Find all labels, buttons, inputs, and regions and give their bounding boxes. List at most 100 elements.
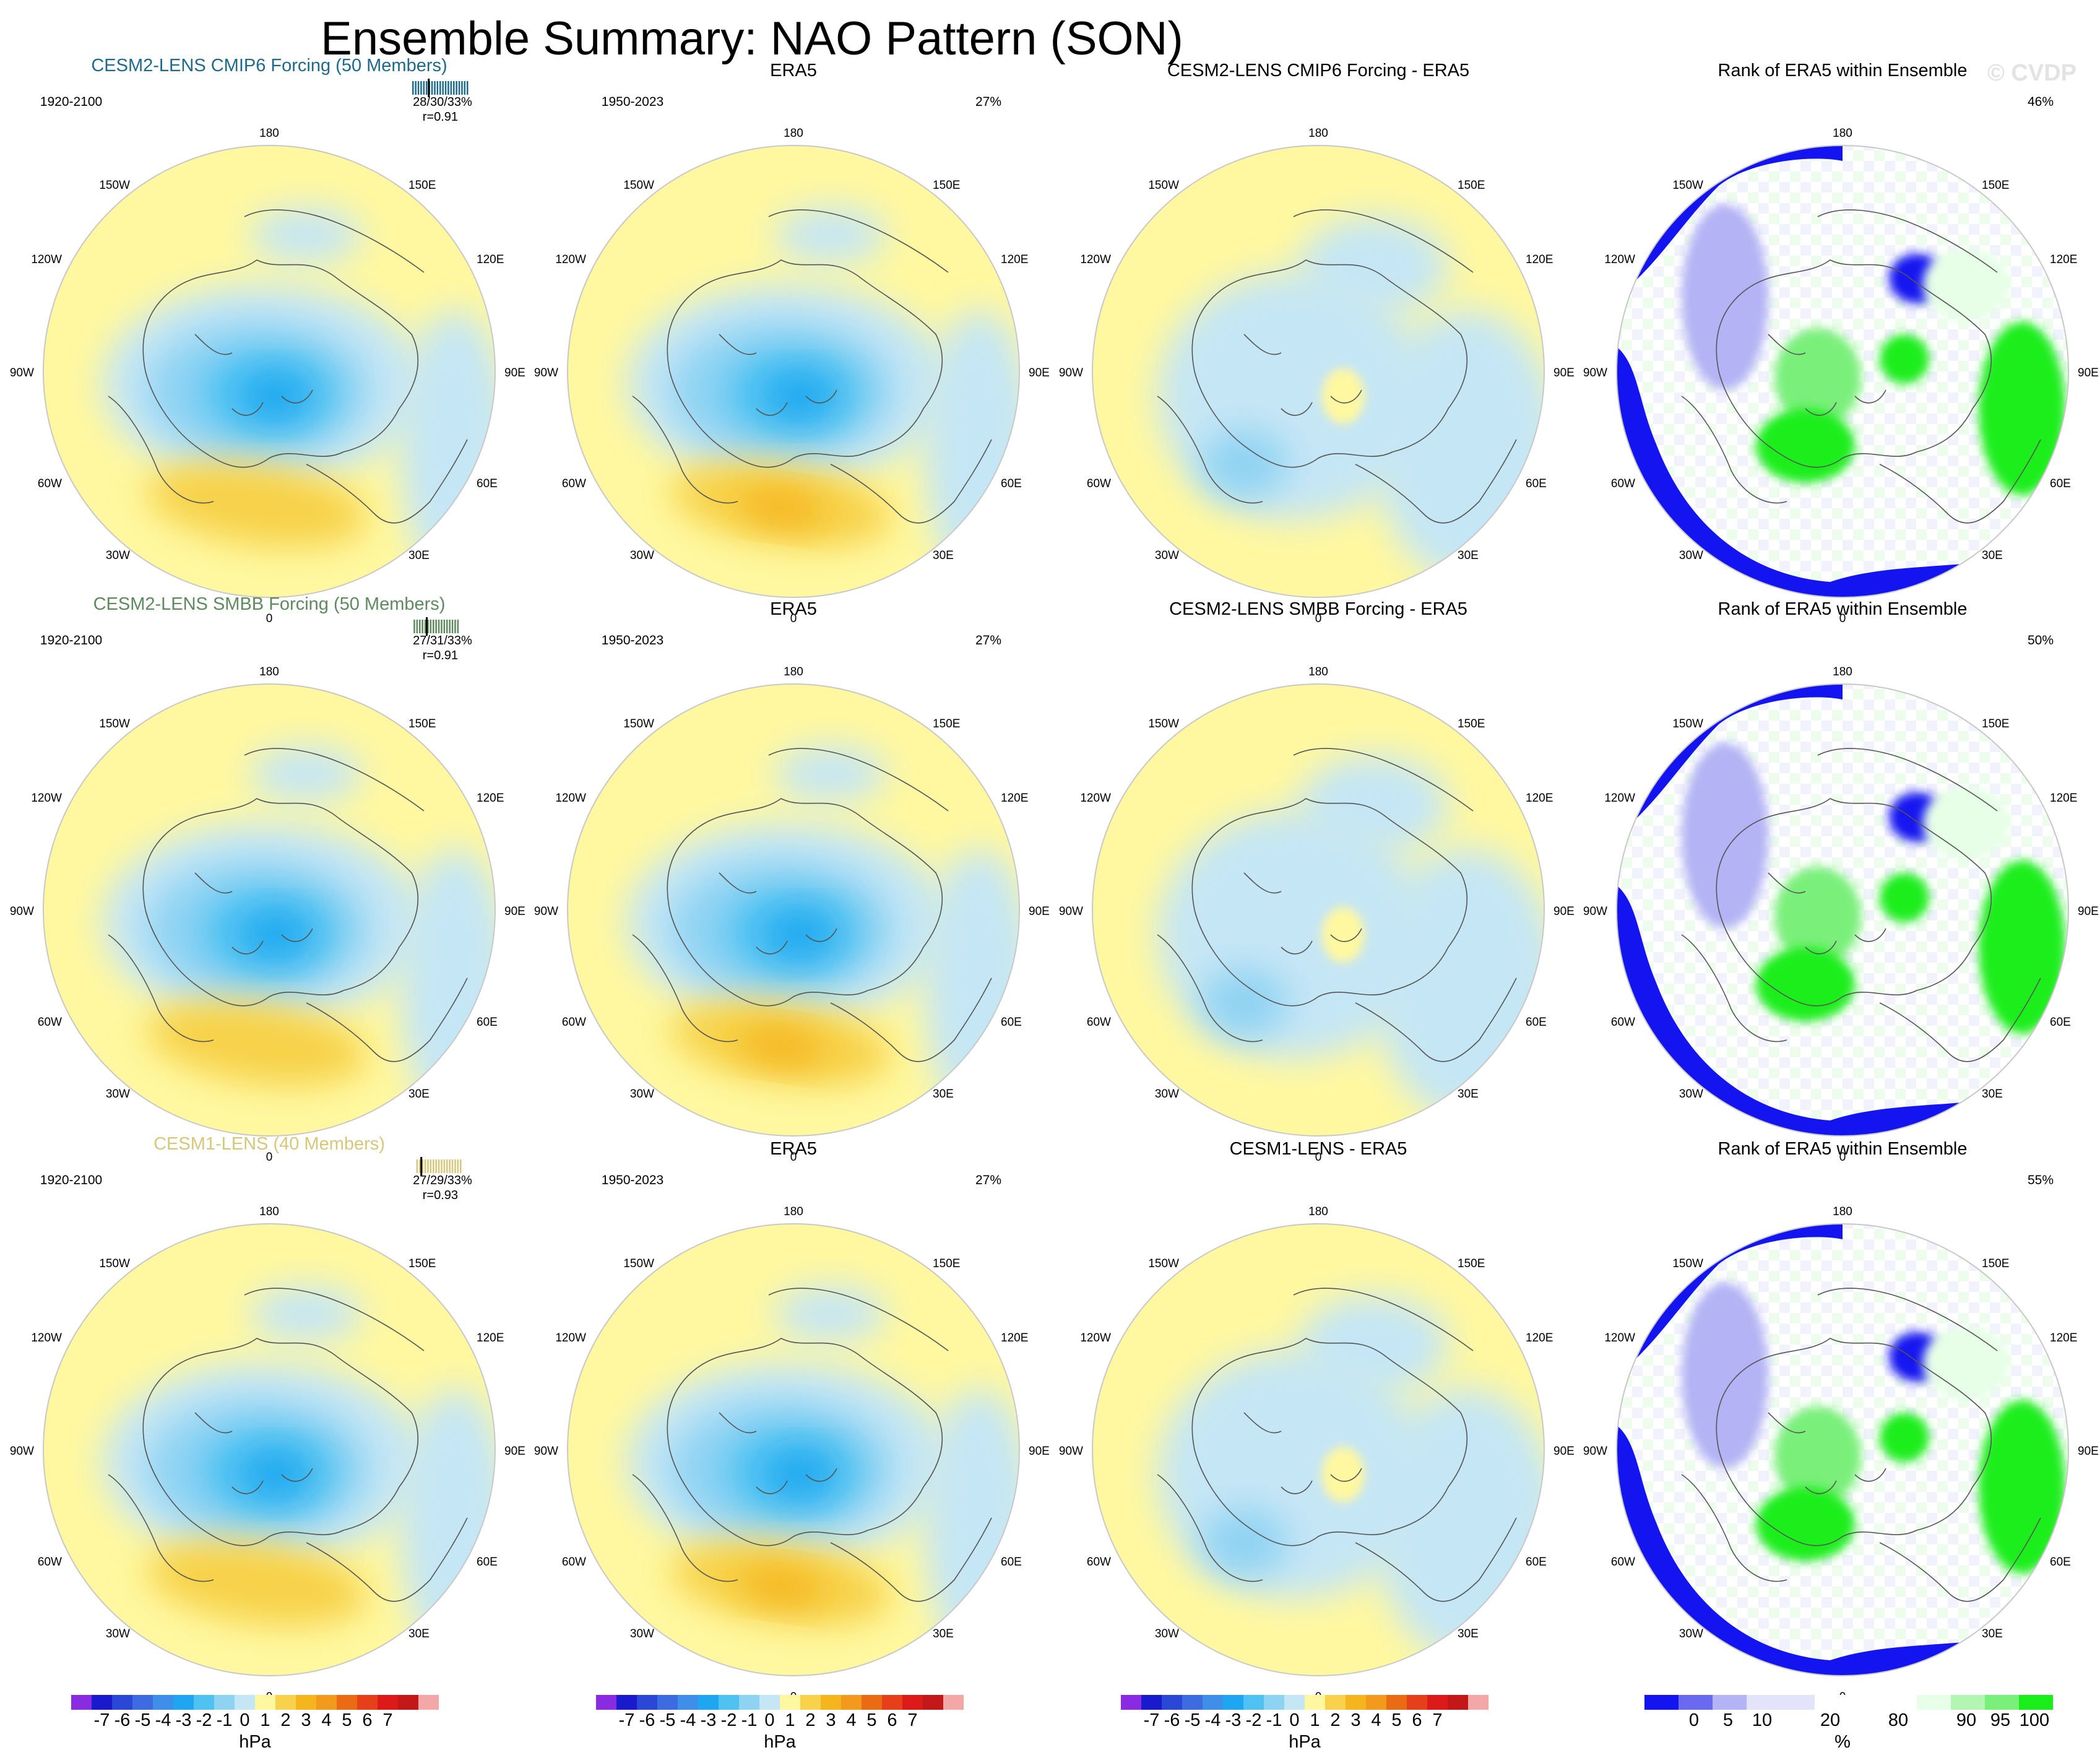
colorbar-label: 3 [826,1710,836,1730]
pattern-correlation-tick [419,620,421,633]
pattern-correlation-tick [421,620,423,633]
map-boundary [1616,145,2069,598]
colorbar-swatch [1917,1695,1951,1710]
lon-label-60e: 60E [1526,477,1547,490]
lon-label-150e: 150E [933,1257,960,1270]
low-rank-region [1617,1425,2068,1676]
colorbar-swatch [637,1695,657,1710]
lon-label-120e: 120E [477,253,504,266]
lon-label-120w: 120W [1604,792,1635,805]
lon-label-60w: 60W [562,477,586,490]
lon-label-150e: 150E [933,717,960,730]
pattern-correlation-tick [443,620,446,633]
colorbar-swatch [1849,1695,1917,1710]
colorbar-swatch [194,1695,214,1710]
colorbar-swatch [1386,1695,1407,1710]
coastline [1681,209,2041,524]
coastline [108,1288,468,1602]
pattern-correlation-tick [417,81,420,95]
lon-label-90e: 90E [1029,905,1050,918]
lon-label-90w: 90W [10,1445,34,1458]
lon-label-30e: 30E [1458,1088,1479,1101]
colorbar-swatch [1284,1695,1305,1710]
coastline [632,748,992,1062]
lon-label-120e: 120E [1526,1332,1553,1345]
obs-field [568,1224,1019,1676]
map-boundary [567,683,1020,1137]
lon-label-30e: 30E [408,1627,430,1640]
lon-label-30e: 30E [1982,1627,2003,1640]
model-field [43,1224,495,1676]
colorbar-swatch [616,1695,637,1710]
colorbar-swatch [1203,1695,1223,1710]
lon-label-30e: 30E [1982,549,2003,562]
lon-label-0: 0 [1315,1151,1322,1164]
lon-label-120w: 120W [1080,1332,1111,1345]
colorbar-swatch [235,1695,255,1710]
colorbar-label: 6 [887,1710,897,1730]
colorbar-label: 2 [805,1710,815,1730]
colorbar-swatch [296,1695,316,1710]
lon-label-120w: 120W [31,792,62,805]
lon-label-60e: 60E [477,1016,498,1029]
map-boundary [1092,1223,1545,1676]
lon-label-60w: 60W [1611,1016,1635,1029]
lon-label-180: 180 [1308,127,1328,140]
colorbar-label: 100 [2020,1710,2049,1730]
pattern-correlation-tick [433,1159,434,1173]
lon-label-120e: 120E [1001,1332,1028,1345]
pattern-correlation-tick [451,620,454,633]
colorbar-swatch [398,1695,418,1710]
colorbar-swatch [153,1695,173,1710]
hpa-colorbar: -7 -6 -5 -4 -3 -2 -1 0 1 2 3 4 5 6 7 hPa [596,1695,964,1752]
pattern-correlation-tick [444,81,447,95]
lon-label-90w: 90W [1059,905,1083,918]
colorbar-swatch [759,1695,780,1710]
panel-model-1: CESM2-LENS SMBB Forcing (50 Members) 1920… [10,594,525,1164]
pattern-correlation-tick [450,81,452,95]
colorbar-swatch [596,1695,616,1710]
lon-label-60w: 60W [562,1016,586,1029]
colorbar-label: 5 [866,1710,876,1730]
lon-label-0: 0 [1839,612,1846,625]
coastline [1157,748,1517,1062]
explained-variance-label: 27% [975,633,1001,648]
colorbar-label: -3 [1225,1710,1242,1730]
negative-anomaly-region [251,1286,362,1341]
lon-label-150e: 150E [1982,179,2009,192]
lon-label-90w: 90W [1059,1445,1083,1458]
pattern-correlation-tick [442,81,444,95]
colorbar-swatch [882,1695,902,1710]
lon-label-0: 0 [266,612,273,625]
colorbar-label: 95 [1990,1710,2010,1730]
lon-label-180: 180 [1308,665,1328,678]
period-label: 1950-2023 [602,633,663,648]
high-rank-region [1756,947,1855,1021]
lon-label-30w: 30W [630,1627,654,1640]
colorbar-label: 0 [1289,1710,1299,1730]
colorbar-label: 7 [1432,1710,1442,1730]
panel-diff-0: CESM2-LENS CMIP6 Forcing - ERA5 180 150W 15… [1059,61,1575,625]
colorbar-swatch [923,1695,943,1710]
colorbar-swatch [1325,1695,1346,1710]
lon-label-30e: 30E [1982,1088,2003,1101]
rank-90-region [1923,1326,2010,1400]
lon-label-150e: 150E [408,717,436,730]
pattern-correlation-tick [427,620,429,633]
lon-label-120e: 120E [2050,253,2077,266]
colorbar-unit: % [1834,1732,1851,1752]
colorbar-swatch [1448,1695,1468,1710]
colorbar-label: 1 [785,1710,795,1730]
colorbar-swatch [1407,1695,1427,1710]
lon-label-30e: 30E [933,1627,954,1640]
figure-title: Ensemble Summary: NAO Pattern (SON) [321,12,1183,65]
pattern-correlation-tick [443,1159,446,1173]
lon-label-120e: 120E [2050,792,2077,805]
colorbar-swatch [418,1695,439,1710]
lon-label-30e: 30E [1458,549,1479,562]
rank-colorbar: 0 5 10 20 80 90 95 100% [1644,1695,2053,1752]
positive-anomaly-contour-2 [738,1026,824,1066]
colorbar-label: 1 [1310,1710,1320,1730]
panel-diff-1: CESM2-LENS SMBB Forcing - ERA5 180 150W 150… [1059,599,1575,1164]
rank-percent-label: 50% [2028,633,2054,648]
